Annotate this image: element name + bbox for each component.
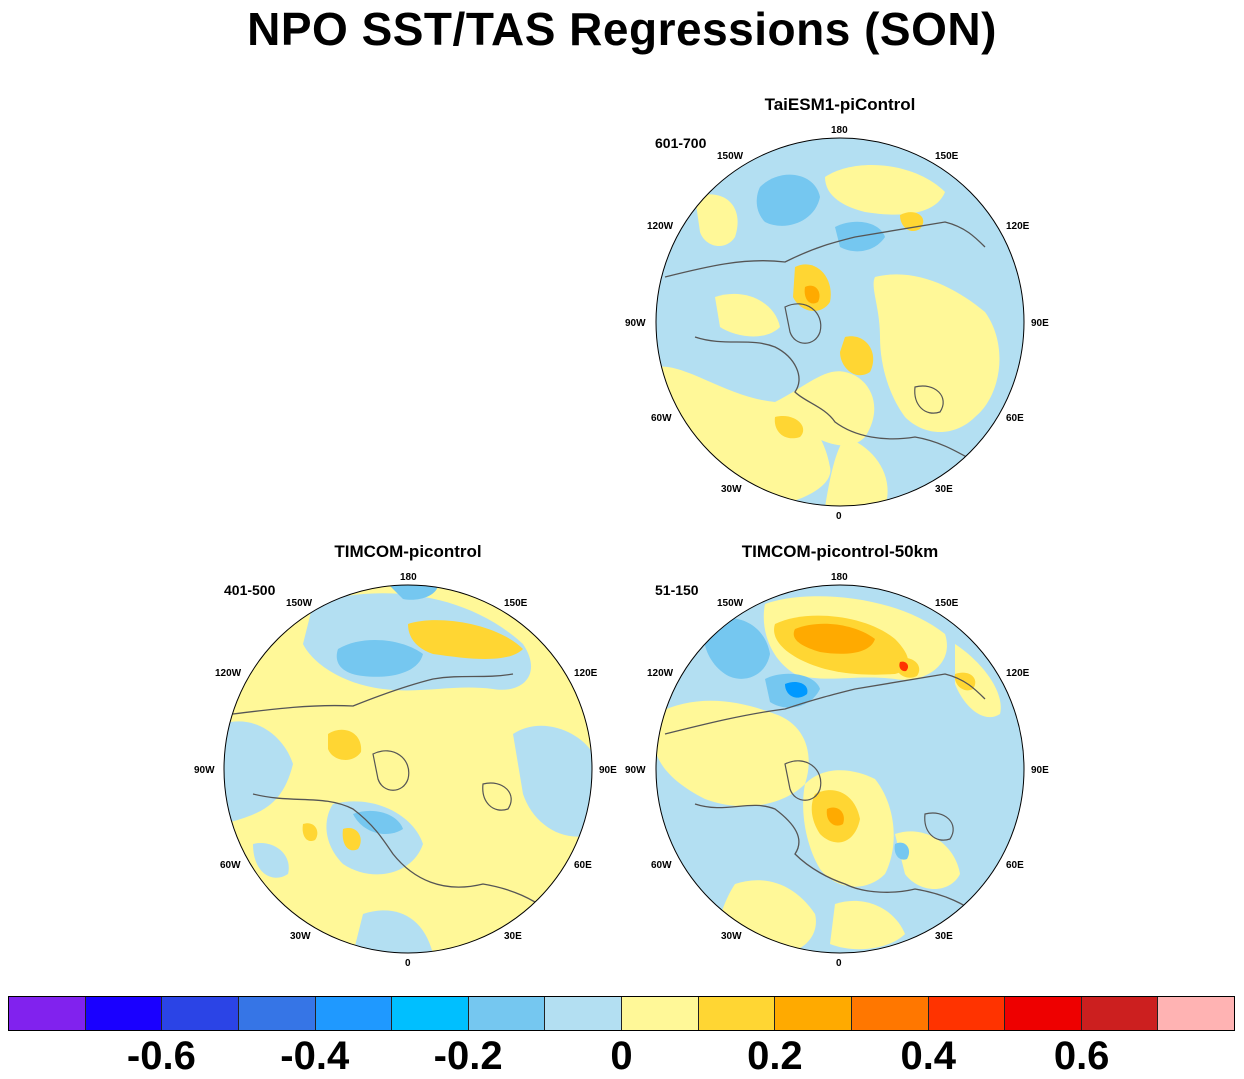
polar-map-taiesm <box>655 137 1025 507</box>
lon-label: 90E <box>1031 765 1049 776</box>
lon-label: 150W <box>717 151 744 162</box>
colorbar-swatch <box>698 997 776 1030</box>
lon-label: 30E <box>935 931 953 942</box>
colorbar-swatch <box>1158 997 1234 1030</box>
lon-label: 60W <box>651 413 672 424</box>
lon-label: 180 <box>831 125 848 136</box>
colorbar-swatch <box>775 997 852 1030</box>
lon-label: 150E <box>935 151 959 162</box>
polar-map-timcom <box>223 584 593 954</box>
lon-label: 60E <box>574 860 592 871</box>
lon-label: 60W <box>651 860 672 871</box>
polar-map-timcom-50km <box>655 584 1025 954</box>
colorbar-swatch <box>85 997 163 1030</box>
lon-label: 30E <box>935 484 953 495</box>
lon-label: 90E <box>599 765 617 776</box>
lon-label: 30W <box>721 484 742 495</box>
colorbar-tick-label: 0 <box>610 1034 633 1078</box>
colorbar-swatch <box>545 997 622 1030</box>
colorbar-swatch <box>162 997 239 1030</box>
colorbar-tick-label: 0.2 <box>747 1034 803 1078</box>
panel-title-timcom: TIMCOM-picontrol <box>334 542 482 561</box>
colorbar-swatch <box>622 997 699 1030</box>
period-label-timcom-50km: 51-150 <box>655 582 699 598</box>
colorbar-swatch <box>1081 997 1159 1030</box>
lon-label: 150W <box>286 598 313 609</box>
lon-label: 120W <box>647 668 674 679</box>
colorbar-tick-label: -0.6 <box>126 1034 196 1078</box>
lon-label: 180 <box>831 572 848 583</box>
figure-title: NPO SST/TAS Regressions (SON) <box>247 3 997 55</box>
lon-label: 60E <box>1006 860 1024 871</box>
lon-label: 60W <box>220 860 241 871</box>
colorbar-swatch <box>1005 997 1082 1030</box>
lon-label: 0 <box>405 958 411 969</box>
lon-label: 90E <box>1031 318 1049 329</box>
colorbar-tick-label: -0.4 <box>280 1034 350 1078</box>
panel-title-timcom-50km: TIMCOM-picontrol-50km <box>741 542 939 561</box>
lon-label: 120E <box>1006 668 1030 679</box>
colorbar <box>8 996 1235 1031</box>
lon-label: 0 <box>836 511 842 522</box>
lon-label: 150W <box>717 598 744 609</box>
lon-label: 120W <box>647 221 674 232</box>
lon-label: 120E <box>1006 221 1030 232</box>
lon-label: 30W <box>721 931 742 942</box>
colorbar-tick-label: 0.4 <box>900 1034 957 1078</box>
lon-label: 60E <box>1006 413 1024 424</box>
colorbar-swatch <box>315 997 393 1030</box>
colorbar-swatch <box>392 997 469 1030</box>
lon-label: 120E <box>574 668 598 679</box>
lon-label: 150E <box>935 598 959 609</box>
colorbar-swatch <box>468 997 546 1030</box>
colorbar-swatch <box>851 997 929 1030</box>
lon-label: 30W <box>290 931 311 942</box>
lon-label: 180 <box>400 572 417 583</box>
panel-title-taiesm: TaiESM1-piControl <box>764 95 916 114</box>
lon-label: 90W <box>194 765 215 776</box>
lon-label: 90W <box>625 318 646 329</box>
colorbar-swatch <box>928 997 1006 1030</box>
lon-label: 30E <box>504 931 522 942</box>
period-label-timcom: 401-500 <box>224 582 276 598</box>
colorbar-swatch <box>238 997 316 1030</box>
period-label-taiesm: 601-700 <box>655 135 707 151</box>
lon-label: 0 <box>836 958 842 969</box>
lon-label: 120W <box>215 668 242 679</box>
lon-label: 150E <box>504 598 528 609</box>
colorbar-swatch <box>9 997 86 1030</box>
lon-label: 90W <box>625 765 646 776</box>
colorbar-tick-label: 0.6 <box>1053 1034 1110 1078</box>
colorbar-tick-label: -0.2 <box>433 1034 503 1078</box>
